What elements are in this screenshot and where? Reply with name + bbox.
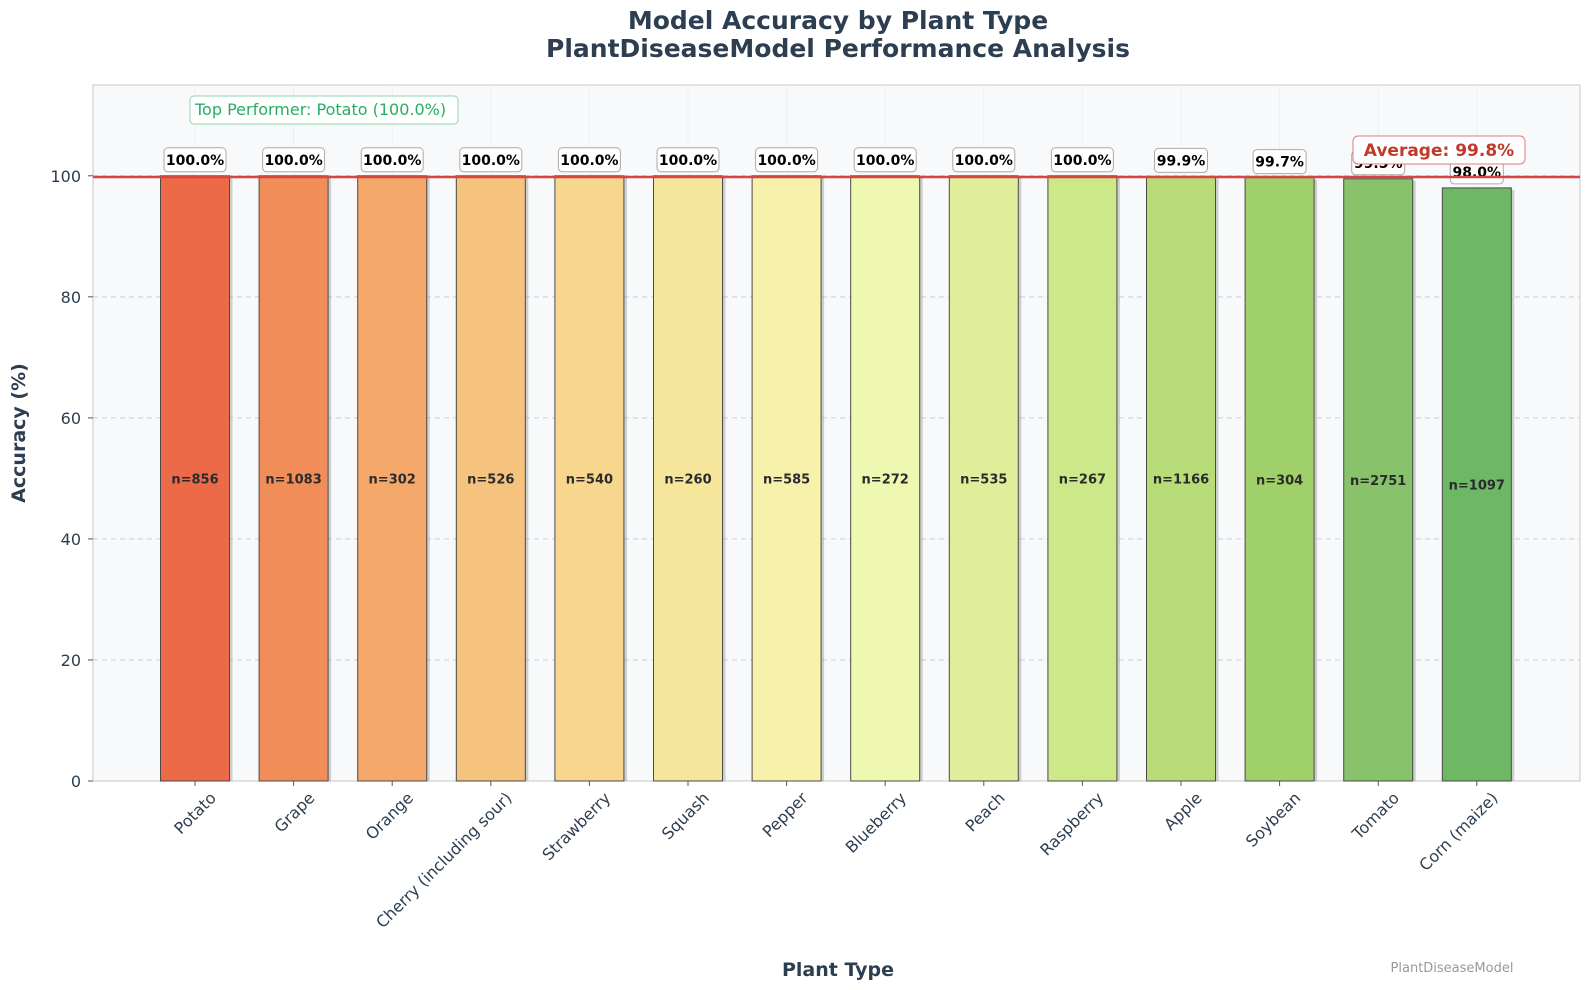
bar	[1047, 175, 1118, 782]
value-label: 100.0%	[659, 153, 717, 169]
value-label-box	[360, 147, 424, 173]
bar	[1146, 175, 1216, 782]
y-axis-title: Accuracy (%)	[8, 363, 30, 503]
value-label: 100.0%	[363, 153, 421, 169]
y-tick-label: 20	[61, 651, 81, 670]
y-tick-label: 40	[61, 530, 81, 549]
x-axis-title: Plant Type	[782, 959, 894, 981]
x-tick-label: Soybean	[1242, 788, 1304, 850]
value-label: 99.9%	[1157, 153, 1206, 169]
sample-size-label: n=272	[862, 472, 909, 487]
sample-size-label: n=2751	[1350, 474, 1406, 489]
plot-area	[92, 84, 1581, 782]
x-tick-label: Peach	[961, 788, 1008, 835]
x-tick-label: Pepper	[759, 788, 812, 841]
value-label: 100.0%	[560, 153, 618, 169]
sample-size-label: n=585	[763, 472, 810, 487]
sample-size-label: n=1083	[265, 472, 321, 487]
x-tick-label: Apple	[1160, 788, 1206, 834]
value-label: 99.7%	[1255, 155, 1304, 171]
bars: 100.0% n=856 100.0% n=1083 100.0% n=302 100.0%…	[160, 147, 1515, 782]
value-label: 98.0%	[1453, 165, 1502, 181]
value-label-box	[459, 147, 523, 173]
top-performer-text: Top Performer: Potato (100.0%)	[194, 100, 446, 119]
value-label: 100.0%	[757, 153, 815, 169]
top-performer-box	[189, 95, 459, 125]
bar	[1244, 177, 1315, 782]
sample-size-label: n=1166	[1153, 473, 1209, 488]
y-tick-label: 100	[50, 167, 81, 186]
value-label-box	[656, 147, 720, 173]
value-label-box	[1050, 147, 1114, 173]
sample-size-label: n=302	[369, 472, 416, 487]
x-tick-label: Orange	[362, 788, 417, 843]
value-label: 100.0%	[856, 153, 914, 169]
sample-size-label: n=535	[960, 472, 1007, 487]
value-label-box	[163, 147, 227, 173]
chart-title: Model Accuracy by Plant Type	[628, 6, 1048, 35]
y-tick-label: 60	[61, 409, 81, 428]
value-label-box	[952, 147, 1016, 173]
x-tick-label: Strawberry	[538, 788, 614, 864]
watermark: PlantDiseaseModel	[1391, 961, 1514, 976]
bar	[455, 175, 526, 782]
sample-size-label: n=526	[467, 472, 514, 487]
sample-size-label: n=260	[664, 472, 711, 487]
x-tick-label: Squash	[658, 788, 713, 843]
bar	[1343, 178, 1414, 782]
average-line-group: Average: 99.8%	[93, 135, 1580, 179]
value-label: 100.0%	[462, 153, 520, 169]
value-label: 100.0%	[264, 153, 322, 169]
value-label: 100.0%	[166, 153, 224, 169]
value-label-box	[1154, 147, 1208, 173]
value-label: 100.0%	[1053, 153, 1111, 169]
sample-size-label: n=267	[1059, 472, 1106, 487]
x-tick-label: Potato	[170, 788, 220, 838]
sample-size-label: n=856	[171, 472, 218, 487]
chart-subtitle: PlantDiseaseModel Performance Analysis	[546, 34, 1130, 63]
bar	[653, 175, 723, 782]
value-label-box	[853, 147, 917, 173]
y-tick-label: 80	[61, 288, 81, 307]
value-label-box	[1252, 149, 1307, 175]
average-label-box	[1352, 135, 1526, 165]
value-label-box	[557, 147, 621, 173]
value-label-box	[262, 147, 326, 173]
average-label: Average: 99.8%	[1364, 141, 1514, 161]
bar	[1441, 187, 1512, 782]
sample-size-label: n=540	[566, 472, 613, 487]
y-axis: 0 20 40 60 80 100	[50, 167, 93, 791]
bar	[160, 175, 230, 782]
x-tick-label: Tomato	[1348, 788, 1403, 843]
sample-size-label: n=304	[1256, 473, 1303, 488]
x-tick-label: Raspberry	[1036, 788, 1107, 859]
top-performer-annotation: Top Performer: Potato (100.0%)	[189, 95, 459, 125]
sample-size-label: n=1097	[1449, 478, 1505, 493]
x-tick-label: Blueberry	[842, 788, 910, 856]
x-tick-label: Grape	[270, 788, 318, 836]
value-label-box	[755, 147, 819, 173]
bar	[751, 175, 822, 782]
bar	[850, 175, 921, 782]
value-label: 100.0%	[955, 153, 1013, 169]
x-tick-label: Corn (maize)	[1415, 788, 1501, 874]
y-tick-label: 0	[71, 772, 81, 791]
